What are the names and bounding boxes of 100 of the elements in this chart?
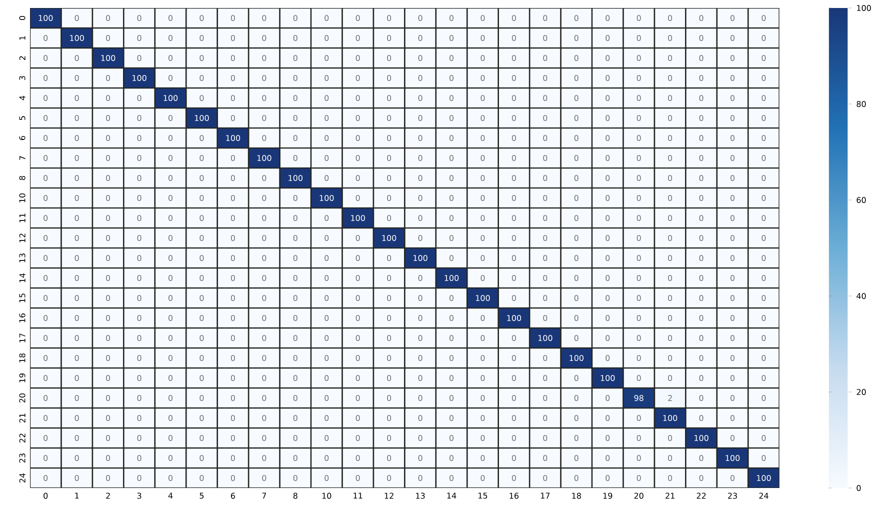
data-label: 0 (262, 354, 266, 362)
data-label: 0 (512, 34, 516, 42)
data-label: 100 (101, 54, 116, 62)
data-label: 0 (480, 14, 485, 22)
data-label: 0 (324, 54, 329, 62)
data-label: 0 (480, 254, 485, 262)
data-label: 0 (418, 34, 422, 42)
data-label: 0 (636, 154, 641, 162)
data-label: 0 (324, 374, 329, 382)
data-label: 0 (606, 94, 610, 102)
data-label: 0 (74, 14, 79, 22)
data-label: 0 (730, 254, 735, 262)
data-label: 0 (356, 334, 360, 342)
data-label: 0 (106, 134, 110, 142)
data-label: 0 (418, 174, 422, 182)
data-label: 0 (324, 354, 329, 362)
data-label: 0 (730, 434, 735, 442)
data-label: 0 (200, 254, 204, 262)
data-label: 0 (418, 154, 422, 162)
data-label: 0 (262, 134, 266, 142)
data-label: 0 (418, 374, 422, 382)
data-label: 0 (699, 354, 704, 362)
data-label: 0 (44, 254, 48, 262)
data-label: 100 (444, 274, 459, 282)
data-label: 0 (574, 374, 578, 382)
data-label: 0 (762, 274, 766, 282)
data-label: 0 (636, 194, 641, 202)
data-label: 0 (449, 394, 454, 402)
data-label: 0 (762, 334, 766, 342)
data-label: 0 (606, 434, 610, 442)
data-label: 0 (262, 434, 266, 442)
data-label: 0 (512, 254, 516, 262)
data-label: 0 (387, 354, 392, 362)
data-label: 0 (512, 334, 516, 342)
data-label: 0 (512, 54, 516, 62)
data-label: 0 (636, 94, 641, 102)
data-label: 0 (200, 154, 204, 162)
data-label: 0 (168, 114, 173, 122)
data-label: 0 (543, 94, 548, 102)
data-label: 0 (200, 214, 204, 222)
x-tick-label: 10 (322, 492, 332, 499)
data-label: 0 (606, 454, 610, 462)
data-label: 0 (699, 454, 704, 462)
data-label: 0 (512, 234, 516, 242)
data-label: 0 (699, 274, 704, 282)
data-label: 0 (668, 274, 672, 282)
data-label: 0 (44, 54, 48, 62)
data-label: 0 (74, 74, 79, 82)
data-label: 0 (668, 134, 672, 142)
data-label: 0 (200, 234, 204, 242)
data-label: 0 (449, 314, 454, 322)
data-label: 0 (543, 214, 548, 222)
data-label: 0 (106, 274, 110, 282)
data-label: 0 (106, 174, 110, 182)
data-label: 0 (106, 354, 110, 362)
data-label: 0 (106, 434, 110, 442)
data-label: 0 (262, 34, 266, 42)
data-label: 0 (512, 354, 516, 362)
data-label: 0 (387, 14, 392, 22)
data-label: 0 (730, 474, 735, 482)
data-label: 0 (574, 294, 578, 302)
y-tick-label: 16 (19, 313, 26, 322)
data-label: 0 (200, 474, 204, 482)
x-tick-label: 7 (262, 492, 266, 499)
data-label: 0 (668, 354, 672, 362)
data-label: 0 (387, 214, 392, 222)
data-label: 0 (574, 54, 578, 62)
data-label: 0 (44, 94, 48, 102)
data-label: 0 (387, 314, 392, 322)
data-label: 0 (387, 474, 392, 482)
data-label: 0 (324, 114, 329, 122)
data-label: 0 (200, 414, 204, 422)
data-label: 0 (543, 54, 548, 62)
x-tick-label: 4 (168, 492, 173, 499)
data-label: 0 (762, 234, 766, 242)
data-label: 0 (606, 54, 610, 62)
data-label: 0 (387, 294, 392, 302)
x-tick-label: 20 (634, 492, 644, 499)
data-label: 0 (200, 274, 204, 282)
data-label: 0 (106, 214, 110, 222)
data-label: 0 (44, 154, 48, 162)
data-label: 0 (356, 14, 360, 22)
data-label: 0 (480, 434, 485, 442)
data-label: 0 (699, 154, 704, 162)
data-label: 0 (387, 34, 392, 42)
data-label: 0 (230, 194, 235, 202)
data-label: 0 (636, 114, 641, 122)
data-label: 0 (512, 94, 516, 102)
data-label: 0 (730, 374, 735, 382)
data-label: 0 (699, 194, 704, 202)
data-label: 0 (230, 334, 235, 342)
data-label: 0 (200, 34, 204, 42)
x-tick-label: 15 (478, 492, 488, 499)
data-label: 0 (480, 334, 485, 342)
data-label: 0 (668, 74, 672, 82)
data-label: 0 (293, 154, 298, 162)
x-tick-label: 2 (106, 492, 110, 499)
data-label: 0 (293, 54, 298, 62)
data-label: 0 (730, 354, 735, 362)
data-label: 0 (324, 294, 329, 302)
